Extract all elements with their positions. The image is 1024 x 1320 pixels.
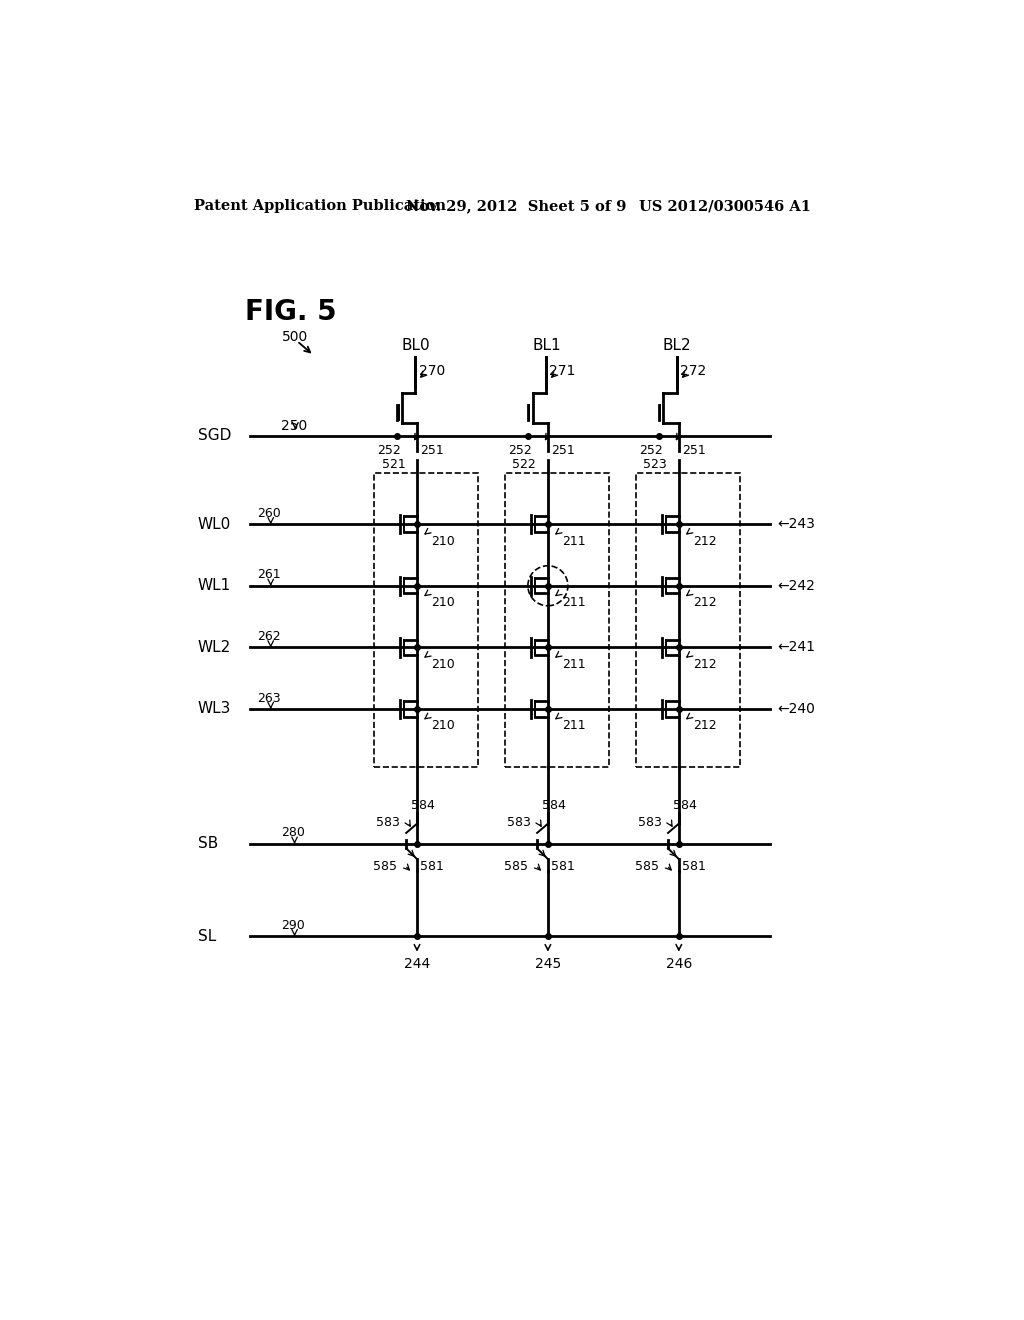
- Text: ←242: ←242: [777, 578, 815, 593]
- Text: 584: 584: [673, 799, 696, 812]
- Text: BL1: BL1: [532, 338, 561, 352]
- Text: 212: 212: [692, 535, 716, 548]
- Text: 211: 211: [562, 535, 586, 548]
- Text: 210: 210: [431, 535, 455, 548]
- Text: 252: 252: [378, 445, 401, 458]
- Text: WL0: WL0: [198, 516, 230, 532]
- Text: Patent Application Publication: Patent Application Publication: [194, 199, 445, 213]
- Text: 211: 211: [562, 719, 586, 733]
- Text: SL: SL: [198, 928, 216, 944]
- Text: Nov. 29, 2012  Sheet 5 of 9: Nov. 29, 2012 Sheet 5 of 9: [407, 199, 627, 213]
- Text: 581: 581: [551, 861, 574, 874]
- Text: 583: 583: [638, 816, 662, 829]
- Text: 583: 583: [376, 816, 400, 829]
- Text: ←240: ←240: [777, 702, 815, 715]
- Text: 263: 263: [257, 692, 281, 705]
- Text: 500: 500: [282, 330, 308, 345]
- Text: 210: 210: [431, 657, 455, 671]
- Text: WL3: WL3: [198, 701, 231, 717]
- Text: 246: 246: [666, 957, 692, 970]
- Text: 584: 584: [542, 799, 565, 812]
- Text: 585: 585: [504, 861, 528, 874]
- Text: ←243: ←243: [777, 517, 815, 531]
- Text: FIG. 5: FIG. 5: [245, 298, 336, 326]
- Text: 271: 271: [550, 364, 575, 378]
- Text: 251: 251: [682, 445, 706, 458]
- Text: 523: 523: [643, 458, 667, 471]
- Text: 245: 245: [535, 957, 561, 970]
- Text: 581: 581: [682, 861, 706, 874]
- Text: 583: 583: [507, 816, 531, 829]
- Text: ←241: ←241: [777, 640, 815, 655]
- Text: US 2012/0300546 A1: US 2012/0300546 A1: [639, 199, 811, 213]
- Text: 211: 211: [562, 657, 586, 671]
- Text: 581: 581: [420, 861, 444, 874]
- Text: 210: 210: [431, 597, 455, 610]
- Text: 212: 212: [692, 657, 716, 671]
- Text: 290: 290: [281, 919, 304, 932]
- Text: WL2: WL2: [198, 640, 230, 655]
- Text: 280: 280: [281, 826, 304, 840]
- Text: 251: 251: [420, 445, 443, 458]
- Text: 262: 262: [257, 630, 281, 643]
- Text: SGD: SGD: [198, 428, 231, 444]
- Text: 211: 211: [562, 597, 586, 610]
- Text: BL2: BL2: [663, 338, 691, 352]
- Text: SB: SB: [198, 836, 218, 851]
- Text: 585: 585: [635, 861, 658, 874]
- Text: 251: 251: [551, 445, 574, 458]
- Text: BL0: BL0: [401, 338, 430, 352]
- Text: 522: 522: [512, 458, 537, 471]
- Text: 210: 210: [431, 719, 455, 733]
- Text: 272: 272: [680, 364, 707, 378]
- Text: 260: 260: [257, 507, 281, 520]
- Text: 250: 250: [281, 420, 307, 433]
- Text: 261: 261: [257, 569, 281, 582]
- Text: 521: 521: [382, 458, 406, 471]
- Text: WL1: WL1: [198, 578, 230, 593]
- Text: 252: 252: [508, 445, 532, 458]
- Text: 584: 584: [411, 799, 435, 812]
- Text: 244: 244: [403, 957, 430, 970]
- Text: 212: 212: [692, 719, 716, 733]
- Text: 270: 270: [419, 364, 444, 378]
- Text: 585: 585: [373, 861, 397, 874]
- Text: 252: 252: [639, 445, 663, 458]
- Text: 212: 212: [692, 597, 716, 610]
